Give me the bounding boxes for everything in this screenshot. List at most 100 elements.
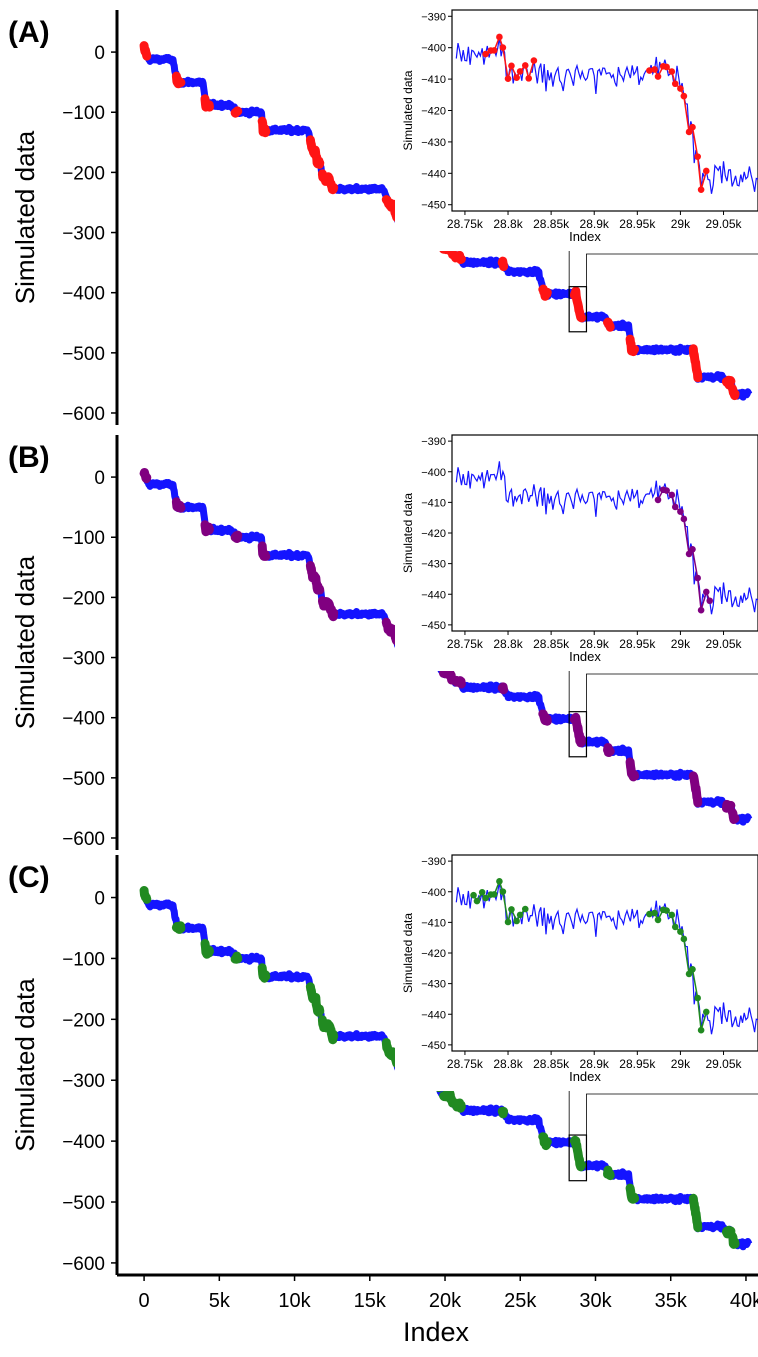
- inset-y-tick-label: −390: [421, 856, 446, 868]
- inset-x-tick-label: 28.85k: [533, 1057, 570, 1071]
- inset-marker-point: [706, 597, 714, 605]
- inset-marker-point: [668, 68, 676, 75]
- changepoint-markers: [200, 520, 214, 537]
- y-tick-label: −200: [62, 1010, 105, 1031]
- inset-marker-link: [691, 127, 699, 157]
- inset-x-tick-label: 28.85k: [533, 637, 570, 651]
- changepoint-markers: [139, 468, 152, 484]
- inset-x-axis-label: Index: [569, 1069, 601, 1084]
- changepoint-markers: [257, 116, 271, 138]
- changepoint-markers: [603, 743, 615, 757]
- changepoint-markers: [305, 135, 325, 169]
- x-tick-label: 10k: [278, 1290, 311, 1312]
- y-tick-label: 0: [94, 43, 105, 64]
- changepoint-markers: [569, 1135, 587, 1172]
- changepoint-markers: [317, 169, 339, 195]
- zoom-connector: [586, 673, 758, 712]
- changepoint-markers: [688, 344, 703, 383]
- x-tick-label: 0: [139, 1290, 150, 1312]
- changepoint-markers: [230, 106, 243, 118]
- changepoint-markers: [381, 1038, 402, 1068]
- inset-marker-point: [702, 167, 710, 175]
- y-tick-label: −300: [62, 1071, 105, 1092]
- changepoint-markers: [139, 886, 152, 904]
- changepoint-markers: [538, 284, 552, 301]
- inset-x-tick-label: 28.8k: [493, 1057, 523, 1071]
- x-tick-label: 35k: [655, 1290, 688, 1312]
- y-axis-label: Simulated data: [10, 555, 40, 729]
- changepoint-markers: [171, 497, 186, 513]
- inset-x-tick-label: 28.9k: [580, 637, 610, 651]
- inset-x-tick-label: 29.05k: [706, 637, 743, 651]
- inset-marker-point: [521, 905, 529, 913]
- changepoint-markers: [230, 530, 243, 543]
- changepoint-markers: [451, 250, 466, 264]
- inset-marker-point: [530, 57, 538, 64]
- changepoint-markers: [603, 317, 615, 332]
- y-tick-label: 0: [94, 889, 105, 910]
- changepoint-markers: [688, 1193, 703, 1233]
- inset-y-tick-label: −400: [421, 887, 446, 899]
- inset-y-tick-label: −400: [421, 467, 446, 479]
- zoom-box: [568, 286, 588, 333]
- inset-x-tick-label: 28.95k: [619, 217, 656, 231]
- changepoint-markers: [439, 665, 457, 685]
- inset-y-tick-label: −410: [421, 74, 446, 86]
- inset-marker-link: [696, 577, 702, 611]
- inset-y-tick-label: −420: [421, 106, 446, 118]
- inset-y-tick-label: −440: [421, 589, 446, 601]
- inset-frame: [451, 9, 758, 212]
- inset-x-tick-label: 29.05k: [706, 1057, 743, 1071]
- inset-y-tick-label: −410: [421, 917, 446, 929]
- y-tick-label: −600: [62, 404, 105, 425]
- changepoint-markers: [317, 596, 339, 622]
- x-tick-label: 30k: [579, 1290, 612, 1312]
- changepoint-markers: [625, 1183, 640, 1204]
- y-tick-label: −600: [62, 1254, 105, 1275]
- inset-marker-link: [683, 938, 690, 975]
- inset-y-tick-label: −450: [421, 620, 446, 632]
- inset-marker-link: [696, 997, 702, 1031]
- changepoint-markers: [603, 1165, 615, 1181]
- changepoint-markers: [721, 375, 736, 390]
- inset-y-tick-label: −430: [421, 559, 446, 571]
- changepoint-markers: [171, 71, 186, 89]
- panel-3: (C) Simulated data 0 −100 −200 −300 −400 −500 −6…: [8, 854, 758, 1312]
- changepoint-markers: [727, 808, 740, 824]
- changepoint-markers: [721, 799, 736, 813]
- changepoint-markers: [451, 1098, 466, 1113]
- inset-x-tick-label: 28.85k: [533, 217, 570, 231]
- inset-x-tick-label: 28.75k: [447, 1057, 484, 1071]
- inset-x-tick-label: 29k: [671, 217, 691, 231]
- x-tick-label: 40k: [730, 1290, 758, 1312]
- changepoint-markers: [317, 1015, 339, 1045]
- zoom-connector: [586, 1093, 758, 1136]
- changepoint-markers: [171, 921, 186, 934]
- inset-y-axis-label: Simulated data: [401, 493, 415, 573]
- changepoint-markers: [439, 1088, 457, 1108]
- changepoint-markers: [200, 938, 214, 959]
- zoom-connector: [586, 253, 758, 287]
- y-tick-label: 0: [94, 468, 105, 489]
- inset-y-tick-label: −450: [421, 200, 446, 212]
- changepoint-markers: [497, 682, 509, 695]
- inset-x-tick-label: 28.8k: [493, 637, 523, 651]
- inset-y-tick-label: −390: [421, 11, 446, 23]
- changepoint-markers: [497, 1106, 509, 1119]
- y-tick-label: −100: [62, 103, 105, 124]
- changepoint-markers: [200, 94, 214, 112]
- y-axis-label: Simulated data: [10, 130, 40, 304]
- x-tick-label: 15k: [354, 1290, 387, 1312]
- inset-x-tick-label: 28.95k: [619, 1057, 656, 1071]
- inset-y-tick-label: −440: [421, 168, 446, 180]
- y-tick-label: −300: [62, 224, 105, 245]
- inset-x-tick-label: 29k: [671, 1057, 691, 1071]
- y-tick-label: −300: [62, 649, 105, 670]
- changepoint-markers: [257, 541, 271, 561]
- y-tick-label: −600: [62, 829, 105, 850]
- inset-x-tick-label: 28.75k: [447, 637, 484, 651]
- inset-x-tick-label: 28.9k: [580, 1057, 610, 1071]
- y-tick-label: −400: [62, 709, 105, 730]
- panel-label: (B): [8, 441, 50, 474]
